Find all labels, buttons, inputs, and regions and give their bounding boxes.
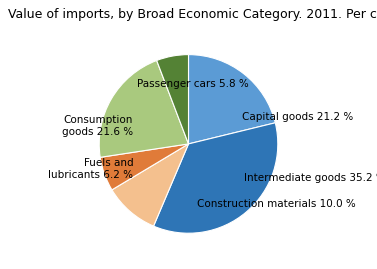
Wedge shape xyxy=(100,144,188,190)
Wedge shape xyxy=(153,123,278,233)
Wedge shape xyxy=(99,61,188,157)
Wedge shape xyxy=(188,55,275,144)
Text: Intermediate goods 35.2 %: Intermediate goods 35.2 % xyxy=(244,173,377,183)
Wedge shape xyxy=(112,144,188,226)
Text: Value of imports, by Broad Economic Category. 2011. Per cent: Value of imports, by Broad Economic Cate… xyxy=(8,8,377,21)
Text: Fuels and
lubricants 6.2 %: Fuels and lubricants 6.2 % xyxy=(48,158,133,180)
Text: Passenger cars 5.8 %: Passenger cars 5.8 % xyxy=(137,79,249,89)
Text: Capital goods 21.2 %: Capital goods 21.2 % xyxy=(242,112,353,122)
Wedge shape xyxy=(157,55,188,144)
Text: Construction materials 10.0 %: Construction materials 10.0 % xyxy=(198,199,356,209)
Text: Consumption
goods 21.6 %: Consumption goods 21.6 % xyxy=(62,115,133,137)
